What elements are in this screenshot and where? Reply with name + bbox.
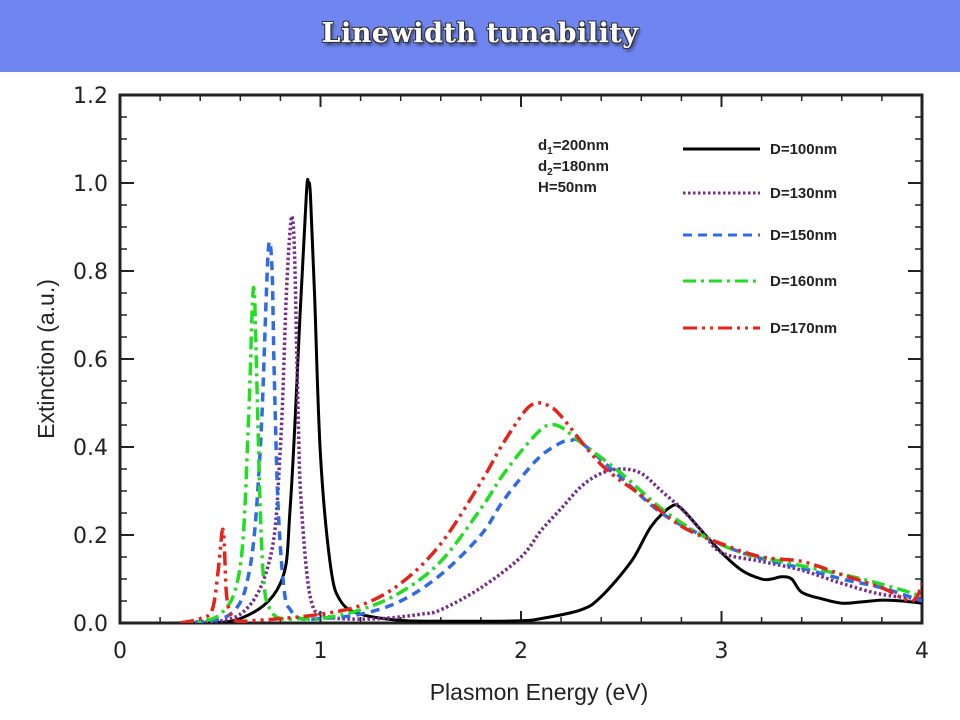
x-tick-label: 4	[915, 639, 929, 664]
x-tick-label: 3	[715, 639, 729, 664]
y-tick-label: 0.6	[73, 348, 108, 373]
title-bar: Linewidth tunability	[0, 0, 960, 72]
slide-title: Linewidth tunability	[321, 18, 639, 49]
parameter-annotation: H=50nm	[538, 179, 597, 196]
x-tick-label: 2	[514, 639, 528, 664]
y-axis-label: Extinction (a.u.)	[33, 279, 59, 439]
y-tick-label: 0.4	[73, 436, 108, 461]
y-tick-label: 0.8	[73, 260, 108, 285]
legend-label: D=160nm	[770, 273, 837, 290]
y-tick-label: 1.0	[73, 172, 108, 197]
legend-label: D=150nm	[770, 227, 837, 244]
x-axis-label: Plasmon Energy (eV)	[430, 679, 649, 705]
series-line-d160nm	[179, 285, 922, 623]
y-tick-label: 1.2	[73, 84, 108, 109]
parameter-annotation: d1=200nm	[538, 137, 609, 157]
series-line-d100nm	[180, 177, 922, 623]
plot-frame	[118, 93, 924, 625]
parameter-annotation: d2=180nm	[538, 158, 609, 178]
legend-label: D=130nm	[770, 185, 837, 202]
y-tick-label: 0.2	[73, 524, 108, 549]
y-tick-label: 0.0	[73, 612, 108, 637]
series-line-d150nm	[179, 239, 922, 623]
x-tick-label: 1	[314, 639, 328, 664]
legend-label: D=100nm	[770, 141, 837, 158]
series-line-d130nm	[179, 214, 922, 623]
series-line-d170nm	[179, 401, 922, 623]
x-tick-label: 0	[113, 639, 127, 664]
legend-label: D=170nm	[770, 320, 837, 337]
